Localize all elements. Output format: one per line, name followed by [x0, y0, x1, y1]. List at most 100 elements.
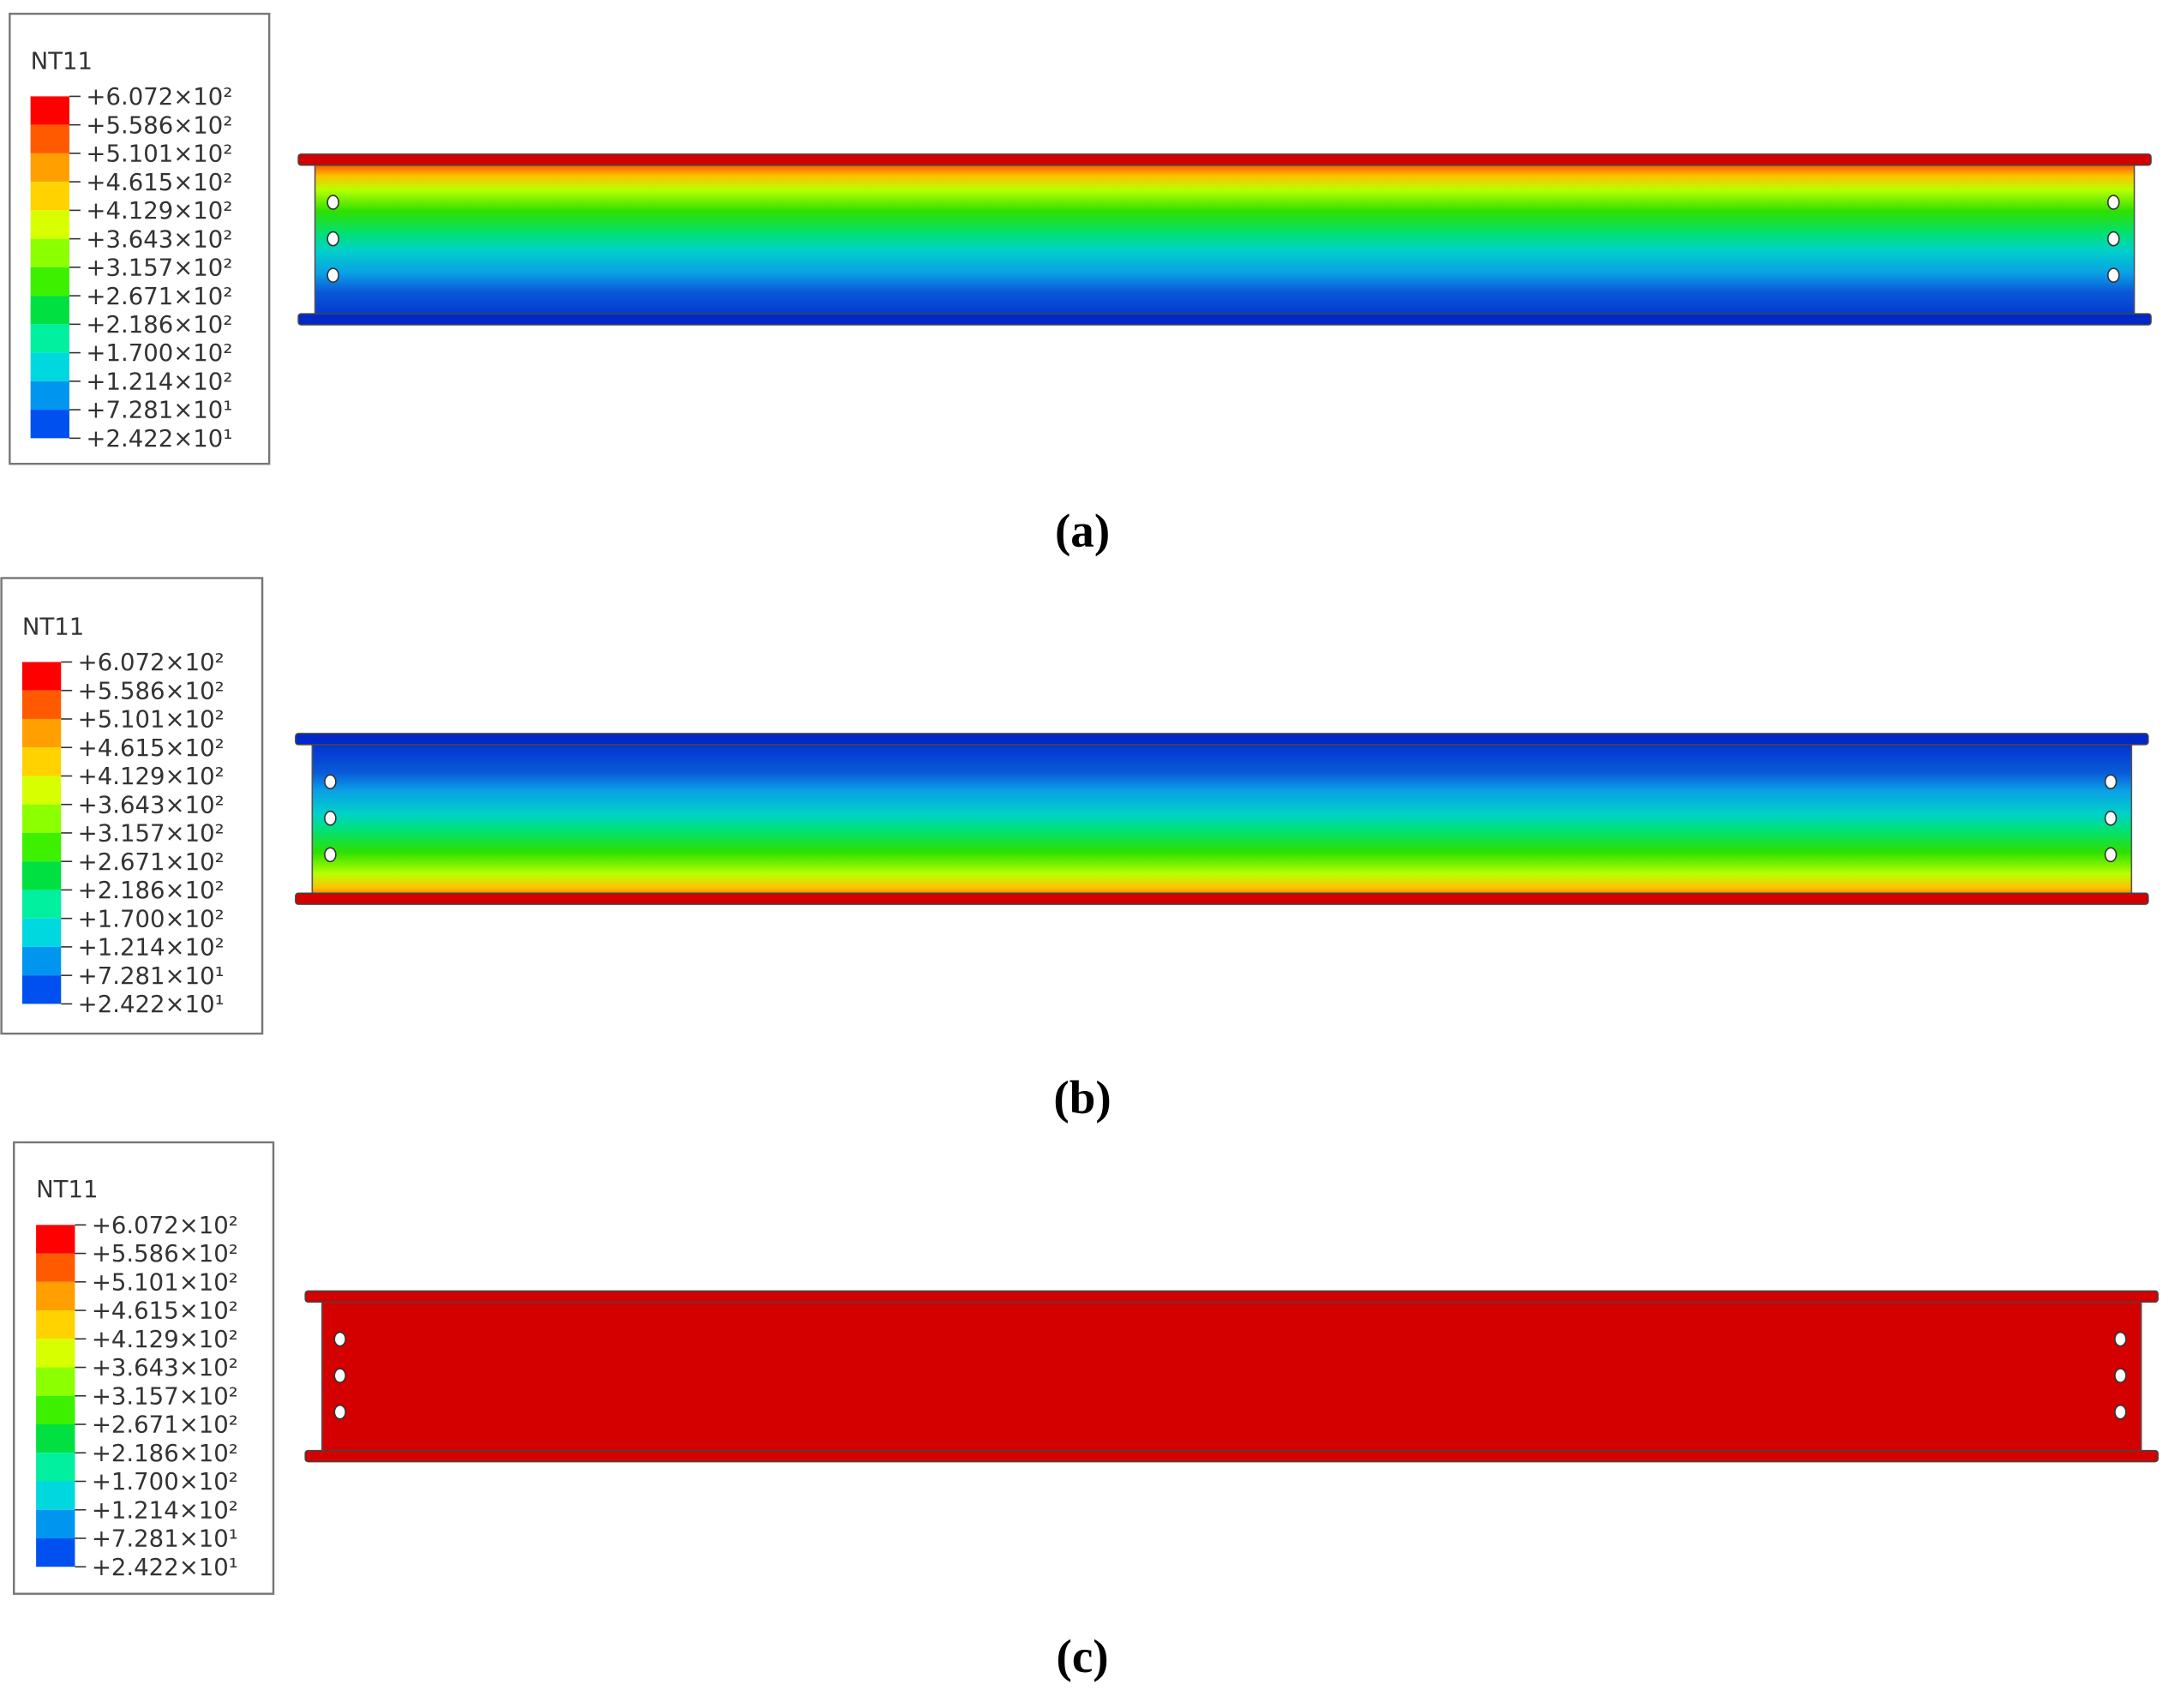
- legend-label: +5.586×10²: [78, 678, 225, 704]
- legend-title: NT11: [22, 614, 84, 640]
- legend-title: NT11: [31, 48, 93, 75]
- legend-label: +6.072×10²: [78, 650, 225, 676]
- legend-label: +4.615×10²: [92, 1298, 238, 1325]
- bolt-hole: [324, 810, 337, 826]
- legend-label: +2.422×10¹: [78, 992, 225, 1018]
- legend-band: [30, 381, 69, 411]
- legend-band: [36, 1225, 75, 1254]
- bolt-hole: [2114, 1368, 2127, 1383]
- legend-label: +4.129×10²: [78, 764, 225, 790]
- legend-label: +2.422×10¹: [86, 426, 232, 452]
- bottom-flange: [304, 1449, 2159, 1463]
- bolt-hole: [324, 847, 337, 863]
- legend-band: [36, 1253, 75, 1282]
- top-flange: [295, 733, 2149, 746]
- legend-band: [36, 1310, 75, 1339]
- legend-label: +1.214×10²: [92, 1497, 238, 1524]
- legend-label: +5.586×10²: [86, 112, 232, 139]
- legend-band: [21, 690, 62, 719]
- legend-band: [30, 296, 69, 325]
- bolt-hole: [2114, 1331, 2127, 1347]
- legend-band: [21, 804, 62, 833]
- legend-label: +4.615×10²: [78, 735, 225, 762]
- legend-label: +2.671×10²: [92, 1412, 238, 1439]
- legend-label: +3.157×10²: [92, 1384, 238, 1411]
- legend-band: [36, 1339, 75, 1368]
- legend-label: +1.214×10²: [86, 369, 232, 396]
- legend-label: +3.643×10²: [86, 226, 232, 253]
- legend-band: [36, 1537, 75, 1567]
- legend-band: [36, 1481, 75, 1510]
- caption: (b): [1053, 1071, 1111, 1124]
- legend-label: +2.186×10²: [86, 312, 232, 339]
- bolt-hole: [333, 1404, 347, 1420]
- bolt-hole: [2106, 195, 2120, 210]
- legend-label: +6.072×10²: [86, 84, 232, 111]
- legend-label: +7.281×10¹: [78, 963, 225, 990]
- legend-label: +3.643×10²: [92, 1355, 238, 1381]
- legend-label: +2.422×10¹: [92, 1555, 238, 1581]
- legend-band: [36, 1367, 75, 1396]
- legend-label: +2.186×10²: [78, 878, 225, 904]
- legend-band: [30, 210, 69, 239]
- top-flange: [304, 1290, 2159, 1303]
- top-flange: [297, 153, 2152, 166]
- legend-label: +1.700×10²: [78, 906, 225, 932]
- legend-label: +1.214×10²: [78, 935, 225, 962]
- bolt-hole: [333, 1331, 347, 1347]
- legend-label: +3.157×10²: [78, 821, 225, 848]
- legend-band: [21, 662, 62, 691]
- bolt-hole: [327, 231, 339, 247]
- legend-label: +4.129×10²: [86, 198, 232, 225]
- bolt-hole: [333, 1368, 347, 1383]
- legend-label: +1.700×10²: [86, 340, 232, 367]
- legend-label: +4.615×10²: [86, 170, 232, 196]
- bottom-flange: [297, 313, 2152, 326]
- legend-label: +1.700×10²: [92, 1469, 238, 1495]
- bolt-hole: [2106, 267, 2120, 284]
- legend-label: +2.671×10²: [78, 849, 225, 876]
- bolt-hole: [327, 195, 339, 210]
- legend-label: +5.101×10²: [78, 707, 225, 734]
- legend-band: [30, 182, 69, 211]
- legend-band: [30, 324, 69, 353]
- bolt-hole: [2106, 231, 2120, 247]
- legend-band: [30, 238, 69, 267]
- legend-band: [30, 267, 69, 297]
- legend-band: [21, 918, 62, 947]
- bolt-hole: [2104, 847, 2118, 863]
- legend-band: [30, 153, 69, 183]
- legend-label: +3.643×10²: [78, 792, 225, 818]
- legend-band: [21, 832, 62, 862]
- legend-label: +5.586×10²: [92, 1241, 238, 1268]
- legend-band: [30, 352, 69, 381]
- legend-band: [36, 1395, 75, 1425]
- web: [321, 1301, 2142, 1457]
- legend-band: [21, 861, 62, 890]
- legend-band: [36, 1424, 75, 1453]
- legend-band: [30, 96, 69, 125]
- legend-band: [36, 1509, 75, 1538]
- bolt-hole: [2104, 810, 2118, 826]
- legend-label: +6.072×10²: [92, 1213, 238, 1239]
- legend-label: +5.101×10²: [86, 141, 232, 168]
- bolt-hole: [324, 774, 337, 790]
- legend-label: +7.281×10¹: [92, 1526, 238, 1553]
- legend-label: +5.101×10²: [92, 1270, 238, 1297]
- legend-band: [30, 124, 69, 153]
- bottom-flange: [295, 892, 2149, 905]
- legend-band: [21, 890, 62, 919]
- legend-band: [36, 1281, 75, 1311]
- web: [311, 744, 2133, 900]
- legend-band: [21, 776, 62, 805]
- web: [314, 164, 2136, 321]
- bolt-hole: [2104, 774, 2118, 790]
- legend-band: [36, 1453, 75, 1482]
- legend-band: [30, 410, 69, 439]
- legend-title: NT11: [36, 1177, 98, 1203]
- legend-band: [21, 975, 62, 1004]
- legend-band: [21, 946, 62, 976]
- legend-band: [21, 747, 62, 776]
